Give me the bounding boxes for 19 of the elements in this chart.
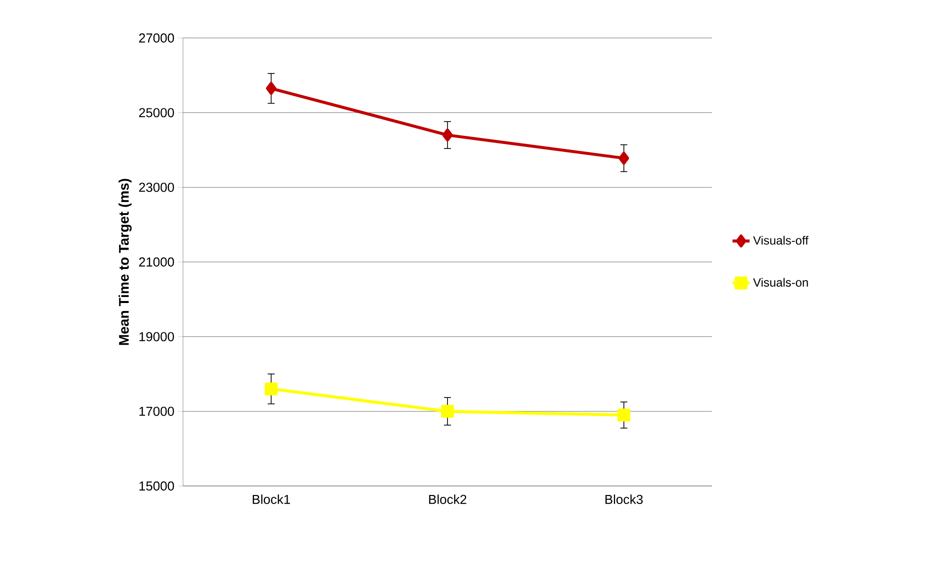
y-tick-label: 23000 <box>139 182 174 192</box>
y-tick-label: 21000 <box>139 257 174 267</box>
x-tick-label: Block2 <box>429 494 466 504</box>
y-tick-label: 15000 <box>139 481 174 491</box>
x-tick-label: Block3 <box>605 494 643 504</box>
y-tick-label: 25000 <box>139 108 174 118</box>
y-tick-label: 27000 <box>139 33 174 43</box>
point <box>264 382 278 396</box>
point <box>618 152 630 165</box>
point <box>442 128 453 142</box>
y-tick-label: 19000 <box>139 332 174 342</box>
y-axis-title: Mean Time to Target (ms) <box>118 178 132 345</box>
legend-label: Visuals-on <box>753 278 808 287</box>
point <box>617 408 630 422</box>
x-tick-label: Block1 <box>252 494 290 504</box>
legend-label: Visuals-off <box>753 236 808 245</box>
point <box>266 82 276 95</box>
point <box>441 404 454 418</box>
y-tick-label: 17000 <box>139 406 174 416</box>
